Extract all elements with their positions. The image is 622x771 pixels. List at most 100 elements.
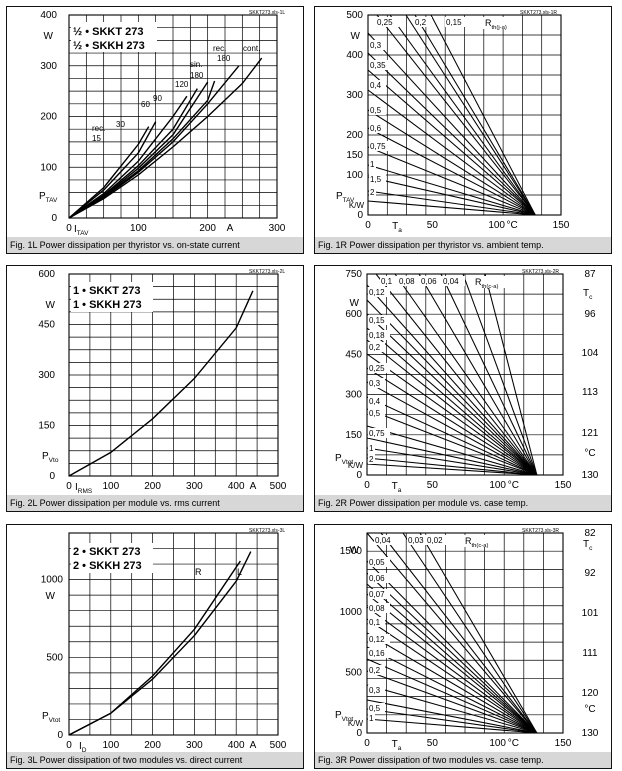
x-tick-label-2L: 100	[102, 481, 119, 492]
panel-code-3L: SKKT273.xls-3L	[249, 528, 285, 534]
rth-left-label-1R: 2	[370, 188, 375, 197]
rth-label-bg-3R	[407, 535, 430, 545]
rth-left-label-2R: 0,4	[369, 397, 381, 406]
rth-line-3R	[366, 583, 538, 734]
rth-line-1R	[376, 14, 536, 216]
rth-line-2R	[394, 273, 538, 476]
rth-label-bg-1R	[369, 159, 376, 169]
chart-svg-2R: SKKT273.xls-2R0150300450600750WPVtotK/W0…	[335, 269, 599, 494]
y-unit-label-2R: W	[350, 298, 360, 309]
rth-label-bg-3R	[374, 535, 397, 545]
rth-line-1R	[405, 14, 536, 216]
legend-box-2L	[71, 282, 153, 312]
rth-left-label-3R: 0,5	[369, 704, 381, 713]
rth-label-bg-1R	[445, 17, 468, 27]
y-tick-label-3R: 0	[356, 728, 362, 739]
panel-code-1R: SKKT273.xls-1R	[520, 10, 557, 16]
curve-1L-2	[68, 95, 188, 219]
x-tick-label-2R: 50	[427, 480, 439, 491]
x-tick-label-2R: 100	[489, 480, 506, 491]
chart-panel-1R: SKKT273.xls-1R 0 100 150 200 300 400 500 W PTAV K/…	[314, 6, 612, 254]
rth-line-2R	[366, 457, 537, 476]
x-symbol-1R: Ta	[392, 221, 402, 234]
rth-label-bg-1R	[369, 60, 391, 70]
rth-label-bg-2R	[368, 443, 375, 453]
x-tick-label-3L: 0	[66, 740, 72, 751]
rth-line-2R	[366, 299, 538, 476]
rth-label-bg-3R	[368, 713, 375, 723]
curve-1L-1	[68, 121, 157, 219]
x-tick-label-1L: 200	[199, 223, 216, 234]
rth-line-3R	[366, 593, 538, 734]
curve-label-1L: 120	[175, 80, 189, 89]
rth-label-bg-3R	[368, 634, 390, 644]
rth-line-1R	[414, 14, 536, 216]
rth-title-bg-2R	[473, 276, 511, 288]
rth-left-label-1R: 0,6	[370, 124, 382, 133]
y-symbol-1L: PTAV	[39, 191, 58, 204]
rth-left-label-2R: 1	[369, 444, 374, 453]
rth-top-label-1R: 0,25	[377, 18, 393, 27]
x-tick-label-3L: 500	[270, 740, 287, 751]
y-unit-label-1L: W	[44, 31, 54, 42]
rth-top-label-3R: 0,04	[375, 536, 391, 545]
y-tick-label-1R: 400	[346, 50, 363, 61]
y-tick-label-2L: 0	[49, 471, 55, 482]
right-tick-label-3R: 111	[582, 648, 598, 659]
rth-line-2R	[366, 437, 537, 476]
x-tick-label-2L: 500	[270, 481, 287, 492]
right-tick-label-2R: 96	[584, 309, 596, 320]
rth-label-bg-2R	[368, 378, 385, 388]
rth-left-label-1R: 1,5	[370, 175, 382, 184]
right-tick-label-2R: 104	[582, 348, 599, 359]
rth-line-3R	[366, 632, 538, 734]
y-tick-label-3R: 1000	[340, 607, 363, 618]
rth-line-3R	[366, 532, 538, 734]
y-symbol-3L: PVtot	[42, 711, 60, 724]
chart-svg-1L: SKKT273.xls-1L 0 100 200 300 400 W PTAV 0 100 200 3…	[39, 10, 286, 237]
x-tick-label-1R: 150	[553, 220, 570, 231]
chart-svg-1R: SKKT273.xls-1R0100150200300400500WPTAVK/…	[336, 10, 570, 234]
chart-svg-2L: SKKT273.xls-2L 0 150 300 450 600 W PVto 0 100 200 3…	[38, 269, 287, 495]
x-unit-label-2R: °C	[508, 480, 519, 491]
rth-line-1R	[367, 52, 536, 216]
rth-label-bg-2R	[380, 276, 398, 286]
y-tick-label-2L: 600	[38, 269, 55, 280]
y-tick-label-1L: 400	[40, 10, 57, 21]
y-tick-label-1L: 200	[40, 112, 57, 123]
rth-label-bg-2R	[368, 342, 385, 352]
panel-code-1L: SKKT273.xls-1L	[249, 10, 285, 16]
panel-code-3R: SKKT273.xls-3R	[522, 528, 559, 534]
rth-line-2R	[366, 339, 538, 476]
y-tick-label-1R: 300	[346, 90, 363, 101]
rth-label-bg-1R	[369, 80, 386, 90]
panel-code-2L: SKKT273.xls-2L	[249, 269, 285, 275]
rth-label-bg-2R	[420, 276, 443, 286]
y-unit-label-2L: W	[46, 300, 56, 311]
rth-line-1R	[367, 69, 536, 216]
x-symbol-3L: ID	[79, 741, 87, 754]
rth-line-3R	[366, 618, 538, 734]
rth-line-1R	[389, 14, 536, 216]
rth-line-2R	[375, 273, 538, 476]
y-symbol-2L: PVto	[42, 451, 59, 464]
rth-label-bg-1R	[376, 17, 399, 27]
rth-line-3R	[366, 699, 537, 734]
y-tick-label-2L: 300	[38, 370, 55, 381]
caption-3R: Fig. 3R Power dissipation of two modules…	[315, 752, 611, 768]
kw-label-2R: K/W	[348, 461, 364, 470]
y-tick-label-1R: 500	[346, 10, 363, 21]
rth-label-bg-2R	[368, 454, 375, 464]
y-unit-label-1R: W	[351, 31, 361, 42]
rth-left-label-2R: 0,5	[369, 409, 381, 418]
right-unit-label-3R: °C	[584, 704, 595, 715]
x-tick-label-3L: 400	[228, 740, 245, 751]
rth-line-3R	[366, 708, 537, 734]
y-tick-label-3L: 1000	[41, 575, 64, 586]
rth-line-2R	[440, 273, 538, 476]
curve-1L-0	[68, 126, 150, 219]
x-symbol-1L: ITAV	[74, 224, 89, 237]
x-tick-label-3R: 150	[555, 738, 572, 749]
x-tick-label-1R: 50	[427, 220, 439, 231]
rth-left-label-2R: 0,75	[369, 429, 385, 438]
